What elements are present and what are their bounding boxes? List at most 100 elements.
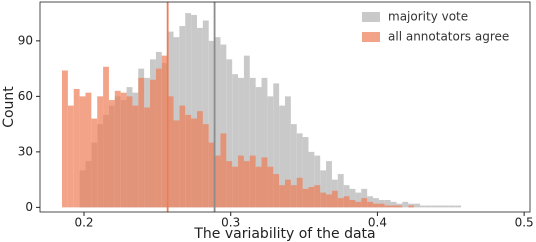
- bar: [337, 198, 344, 208]
- bar: [373, 198, 379, 208]
- bar: [431, 205, 438, 208]
- bar: [108, 100, 115, 208]
- bar: [214, 155, 221, 208]
- bar: [290, 124, 297, 208]
- bar: [349, 199, 356, 208]
- bar: [202, 124, 209, 208]
- bar: [261, 157, 268, 208]
- bar: [308, 151, 315, 208]
- bar: [138, 77, 145, 208]
- bar: [255, 87, 262, 208]
- bar: [302, 188, 309, 208]
- bar: [373, 203, 379, 208]
- bar: [191, 118, 197, 208]
- bar: [331, 190, 338, 208]
- bar: [167, 96, 174, 208]
- bar: [226, 59, 233, 208]
- bar: [367, 201, 374, 208]
- bar: [214, 37, 221, 208]
- bar: [144, 107, 151, 208]
- x-tick-label: 0.4: [368, 216, 387, 230]
- bar: [155, 68, 162, 208]
- bar: [220, 44, 227, 208]
- bar: [326, 161, 332, 208]
- bar: [62, 70, 68, 208]
- bar: [179, 105, 186, 208]
- x-tick-label: 0.2: [74, 216, 93, 230]
- bar: [249, 155, 256, 208]
- bar: [191, 14, 197, 208]
- bar: [355, 192, 362, 208]
- bar: [114, 90, 121, 208]
- bar: [73, 88, 80, 208]
- bar: [226, 161, 233, 208]
- bar: [79, 96, 86, 208]
- bar: [320, 192, 327, 208]
- bar: [232, 166, 239, 208]
- plot-frame: [39, 1, 531, 213]
- bar: [97, 96, 104, 208]
- bar: [349, 188, 356, 208]
- bar: [273, 83, 280, 208]
- bar: [196, 111, 203, 208]
- bar: [150, 79, 156, 208]
- bar: [384, 205, 391, 208]
- x-axis-title: The variability of the data: [193, 226, 375, 242]
- bar: [279, 105, 285, 208]
- bar: [126, 96, 133, 208]
- bar: [302, 137, 309, 208]
- bar: [314, 185, 321, 208]
- bar: [408, 205, 415, 208]
- bar: [337, 174, 344, 208]
- bar: [308, 187, 315, 208]
- bar: [161, 55, 168, 208]
- bar: [314, 155, 321, 208]
- bar: [173, 120, 180, 208]
- bar: [326, 194, 332, 208]
- bar: [267, 96, 274, 208]
- bar: [238, 155, 244, 208]
- bar: [132, 105, 139, 208]
- bar: [343, 185, 350, 208]
- bar: [85, 92, 92, 208]
- bar: [261, 77, 268, 208]
- bar: [185, 13, 192, 208]
- bar: [243, 161, 250, 208]
- bar: [91, 118, 98, 208]
- bar: [285, 96, 291, 208]
- bar: [232, 74, 239, 208]
- bar: [390, 205, 397, 208]
- bar: [249, 77, 256, 208]
- bar: [355, 201, 362, 208]
- x-tick-label: 0.3: [221, 216, 240, 230]
- bar: [285, 179, 291, 208]
- y-tick-label: 90: [18, 33, 33, 47]
- bar: [419, 205, 426, 208]
- bar: [402, 201, 409, 208]
- y-tick-label: 30: [18, 144, 33, 158]
- bar: [67, 105, 74, 208]
- bar: [208, 40, 215, 208]
- bar: [296, 177, 303, 208]
- bar: [414, 203, 420, 208]
- bar: [437, 205, 444, 208]
- bar: [243, 55, 250, 208]
- bar: [185, 114, 192, 208]
- bar: [384, 199, 391, 208]
- bar: [238, 77, 244, 208]
- bar: [103, 66, 109, 208]
- bar: [343, 196, 350, 208]
- bar: [425, 205, 432, 208]
- y-tick-label: 0: [25, 200, 33, 214]
- bar: [255, 166, 262, 208]
- legend-swatch: [362, 32, 380, 42]
- legend-label: all annotators agree: [388, 30, 509, 44]
- bar: [279, 185, 285, 208]
- x-tick-label: 0.5: [515, 216, 534, 230]
- bar: [220, 133, 227, 208]
- bar: [361, 198, 368, 208]
- bar: [320, 170, 327, 208]
- bar: [455, 205, 462, 208]
- bar: [273, 174, 280, 208]
